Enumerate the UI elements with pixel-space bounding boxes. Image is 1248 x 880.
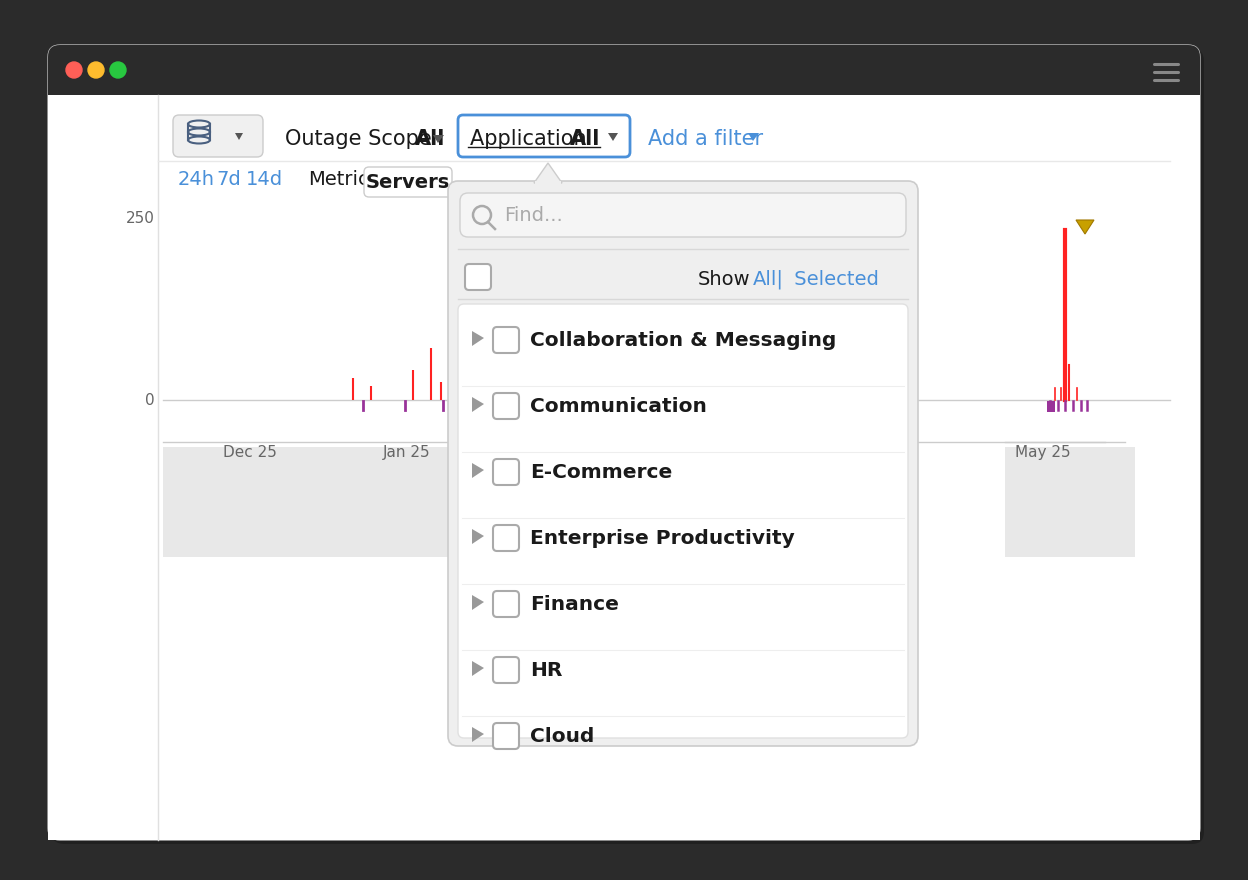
Text: Show: Show xyxy=(698,269,750,289)
FancyBboxPatch shape xyxy=(458,115,630,157)
FancyBboxPatch shape xyxy=(493,723,519,749)
Polygon shape xyxy=(472,595,484,610)
Bar xyxy=(504,401,510,412)
FancyBboxPatch shape xyxy=(364,167,452,197)
Text: Collaboration & Messaging: Collaboration & Messaging xyxy=(530,331,836,349)
Text: May 25: May 25 xyxy=(1015,445,1071,460)
Bar xyxy=(517,401,524,412)
Text: 7d: 7d xyxy=(216,170,241,188)
Text: Jun 10: Jun 10 xyxy=(515,428,563,443)
Text: Application: Application xyxy=(470,129,593,149)
Text: Selected: Selected xyxy=(787,269,879,289)
Text: All: All xyxy=(416,129,446,149)
Text: HR: HR xyxy=(530,661,563,679)
Text: Dec 25: Dec 25 xyxy=(223,445,277,460)
Text: 24h: 24h xyxy=(178,170,215,188)
FancyBboxPatch shape xyxy=(173,115,263,157)
FancyBboxPatch shape xyxy=(466,264,490,290)
Text: 250: 250 xyxy=(126,210,155,225)
Bar xyxy=(47,70,1201,95)
Polygon shape xyxy=(748,133,759,141)
Text: Outage Scope: Outage Scope xyxy=(285,129,438,149)
Text: Metric: Metric xyxy=(308,170,368,188)
Polygon shape xyxy=(472,661,484,676)
FancyBboxPatch shape xyxy=(461,193,906,237)
Text: All: All xyxy=(570,129,600,149)
Text: Enterprise Productivity: Enterprise Productivity xyxy=(530,529,795,547)
Bar xyxy=(163,447,691,557)
FancyBboxPatch shape xyxy=(493,459,519,485)
Text: Jan 25: Jan 25 xyxy=(383,445,431,460)
Text: 14d: 14d xyxy=(246,170,283,188)
Polygon shape xyxy=(1076,220,1094,234)
FancyBboxPatch shape xyxy=(493,525,519,551)
Bar xyxy=(510,401,518,412)
FancyBboxPatch shape xyxy=(47,45,1201,840)
Polygon shape xyxy=(472,463,484,478)
Text: All|: All| xyxy=(753,269,784,289)
Text: 0: 0 xyxy=(145,392,155,407)
FancyBboxPatch shape xyxy=(493,657,519,683)
Bar xyxy=(47,95,1201,840)
Polygon shape xyxy=(534,163,562,183)
Circle shape xyxy=(66,62,82,78)
Polygon shape xyxy=(433,135,444,143)
FancyBboxPatch shape xyxy=(493,591,519,617)
Polygon shape xyxy=(472,397,484,412)
Polygon shape xyxy=(472,331,484,346)
FancyBboxPatch shape xyxy=(448,181,919,746)
Circle shape xyxy=(110,62,126,78)
Bar xyxy=(1005,447,1134,557)
Polygon shape xyxy=(235,133,243,140)
FancyBboxPatch shape xyxy=(493,393,519,419)
Text: Communication: Communication xyxy=(530,397,706,415)
Text: Servers: Servers xyxy=(366,172,451,192)
FancyBboxPatch shape xyxy=(458,304,909,738)
Circle shape xyxy=(89,62,104,78)
Text: Fe: Fe xyxy=(530,445,548,460)
FancyBboxPatch shape xyxy=(52,49,1204,844)
Text: Find...: Find... xyxy=(504,206,563,224)
Text: Cloud: Cloud xyxy=(530,727,594,745)
Text: E-Commerce: E-Commerce xyxy=(530,463,673,481)
Polygon shape xyxy=(472,727,484,742)
Text: Finance: Finance xyxy=(530,595,619,613)
Polygon shape xyxy=(608,133,618,141)
Bar xyxy=(524,401,530,412)
FancyBboxPatch shape xyxy=(493,327,519,353)
Text: Add a filter: Add a filter xyxy=(648,129,763,149)
FancyBboxPatch shape xyxy=(47,45,1201,95)
Polygon shape xyxy=(472,529,484,544)
Bar xyxy=(1047,401,1055,412)
Bar xyxy=(535,181,562,185)
